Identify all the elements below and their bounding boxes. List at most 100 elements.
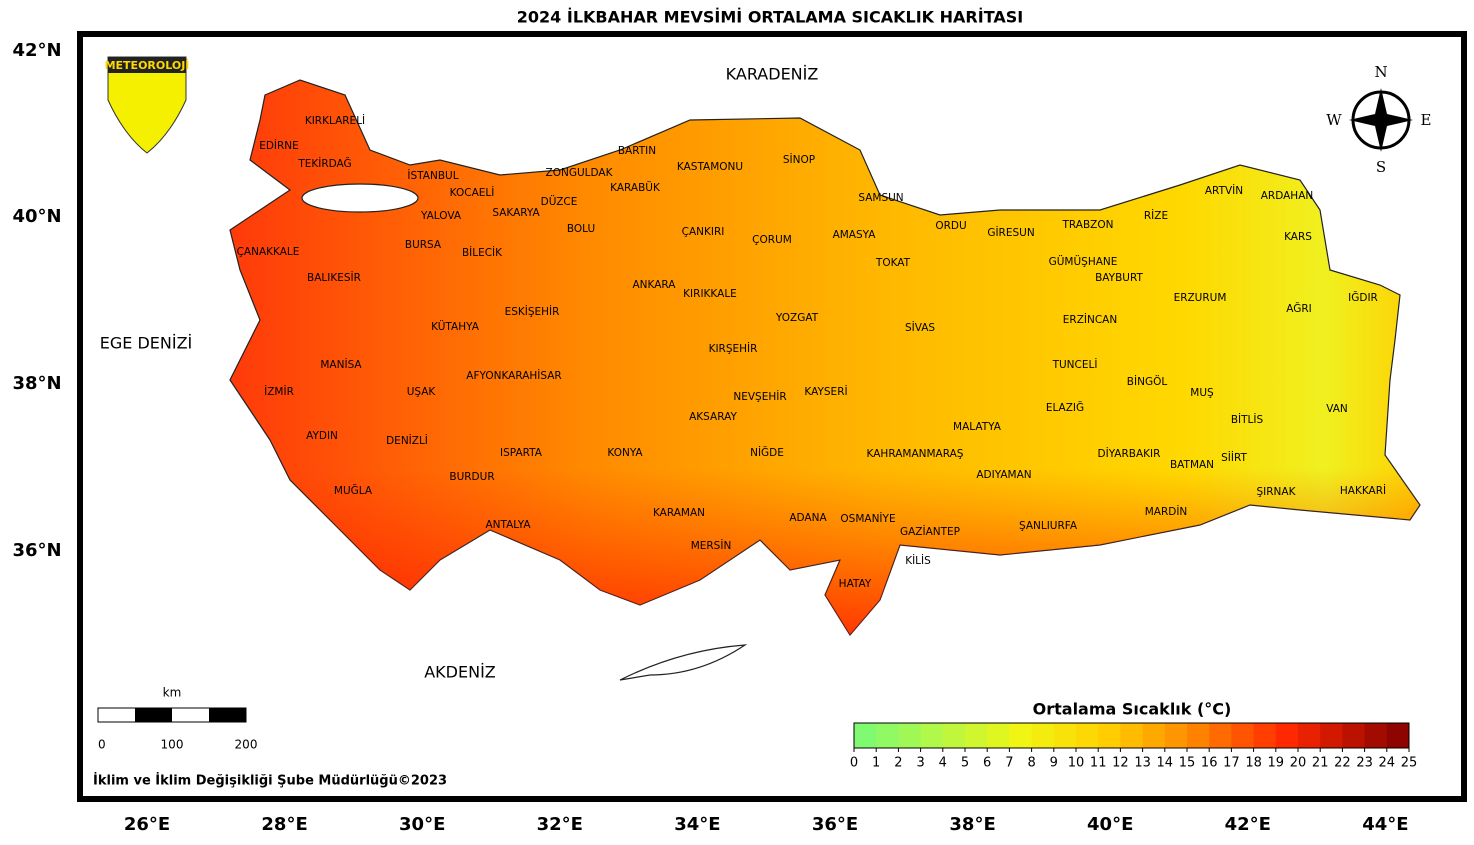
colorbar-tick-label: 6 xyxy=(983,756,991,771)
credit: İklim ve İklim Değişikliği Şube Müdürlüğ… xyxy=(93,773,447,789)
province-label: İSTANBUL xyxy=(407,169,458,182)
province-label: SİNOP xyxy=(783,153,815,166)
colorbar-cell xyxy=(965,723,988,748)
province-label: TRABZON xyxy=(1062,219,1114,231)
colorbar-tick-label: 3 xyxy=(916,756,924,771)
province-label: SAKARYA xyxy=(492,207,540,219)
province-label: HAKKARİ xyxy=(1340,484,1386,497)
province-label: ADIYAMAN xyxy=(976,469,1031,481)
province-label: TOKAT xyxy=(875,257,911,269)
province-label: KÜTAHYA xyxy=(431,320,480,333)
province-label: SİVAS xyxy=(905,321,935,334)
province-label: NEVŞEHİR xyxy=(733,390,786,403)
province-label: BATMAN xyxy=(1170,459,1214,471)
lon-label: 34°E xyxy=(674,814,720,835)
province-label: ANTALYA xyxy=(485,519,531,531)
colorbar-tick-label: 2 xyxy=(894,756,902,771)
colorbar-tick-label: 14 xyxy=(1157,756,1174,771)
province-label: GÜMÜŞHANE xyxy=(1049,255,1118,268)
province-label: KONYA xyxy=(607,447,643,459)
province-label: EDİRNE xyxy=(259,139,299,152)
province-label: ARTVİN xyxy=(1205,184,1243,197)
province-label: DENİZLİ xyxy=(386,434,428,447)
province-label: KARABÜK xyxy=(610,181,661,194)
province-label: KIRŞEHİR xyxy=(709,342,758,355)
colorbar-tick-label: 15 xyxy=(1179,756,1196,771)
province-label: AMASYA xyxy=(833,229,877,241)
colorbar-tick-label: 20 xyxy=(1290,756,1307,771)
province-label: KİLİS xyxy=(905,554,931,567)
colorbar-cell xyxy=(1142,723,1166,748)
lon-label: 30°E xyxy=(399,814,445,835)
province-label: MALATYA xyxy=(953,421,1002,433)
colorbar-cell xyxy=(1187,723,1210,748)
scale-tick-label: 100 xyxy=(161,738,184,752)
province-label: ÇORUM xyxy=(752,234,792,246)
colorbar-tick-label: 16 xyxy=(1201,756,1218,771)
province-label: TEKİRDAĞ xyxy=(297,157,351,170)
compass xyxy=(1349,88,1413,152)
province-label: BARTIN xyxy=(618,145,656,157)
province-label: YALOVA xyxy=(420,210,462,222)
colorbar-cell xyxy=(1298,723,1321,748)
lon-label: 42°E xyxy=(1225,814,1271,835)
colorbar-tick-label: 0 xyxy=(850,756,858,771)
colorbar-cell xyxy=(1386,723,1410,748)
lon-label: 36°E xyxy=(812,814,858,835)
lon-label: 32°E xyxy=(537,814,583,835)
lon-label: 44°E xyxy=(1362,814,1408,835)
province-label: ŞIRNAK xyxy=(1257,486,1297,498)
colorbar-cell xyxy=(1231,723,1255,748)
colorbar-cell xyxy=(1364,723,1388,748)
province-label: ORDU xyxy=(935,220,966,232)
scale-bar: km xyxy=(97,686,247,723)
colorbar-tick-label: 7 xyxy=(1005,756,1013,771)
province-label: ERZİNCAN xyxy=(1063,313,1117,326)
province-label: YOZGAT xyxy=(775,312,819,324)
colorbar-cell xyxy=(1031,723,1055,748)
colorbar-tick-label: 13 xyxy=(1134,756,1151,771)
colorbar-tick-label: 18 xyxy=(1245,756,1262,771)
lat-label: 40°N xyxy=(12,206,61,227)
province-label: MANİSA xyxy=(320,358,362,371)
province-label: KASTAMONU xyxy=(677,161,743,173)
logo-text: METEOROLOJİ xyxy=(105,58,190,72)
compass-letter: N xyxy=(1374,63,1387,81)
colorbar-cell xyxy=(854,723,877,748)
province-label: AYDIN xyxy=(306,430,338,442)
province-label: BİTLİS xyxy=(1231,413,1264,426)
province-label: MARDİN xyxy=(1145,505,1188,518)
province-label: ŞANLIURFA xyxy=(1019,520,1078,532)
colorbar-frame xyxy=(853,722,1410,749)
colorbar-tick-label: 10 xyxy=(1068,756,1085,771)
lat-label: 38°N xyxy=(12,373,61,394)
colorbar-cell xyxy=(1275,723,1299,748)
province-label: BAYBURT xyxy=(1095,272,1143,284)
title: 2024 İLKBAHAR MEVSİMİ ORTALAMA SICAKLIK … xyxy=(517,8,1023,27)
colorbar-cell xyxy=(1098,723,1121,748)
province-label: SİİRT xyxy=(1221,451,1247,464)
province-label: KOCAELİ xyxy=(450,186,495,199)
colorbar-tick-label: 24 xyxy=(1379,756,1396,771)
province-label: TUNCELİ xyxy=(1052,358,1098,371)
colorbar-tick-label: 23 xyxy=(1356,756,1373,771)
province-label: UŞAK xyxy=(407,386,437,398)
province-label: AFYONKARAHİSAR xyxy=(466,369,561,382)
colorbar-tick-label: 17 xyxy=(1223,756,1240,771)
province-label: RİZE xyxy=(1144,209,1168,222)
province-label: BALIKESİR xyxy=(307,271,361,284)
lon-label: 28°E xyxy=(261,814,307,835)
province-label: KARAMAN xyxy=(653,507,705,519)
province-label: ANKARA xyxy=(633,279,677,291)
colorbar-cell xyxy=(1053,723,1077,748)
lat-label: 42°N xyxy=(12,40,61,61)
scale-tick-label: 200 xyxy=(235,738,258,752)
province-label: HATAY xyxy=(839,578,872,590)
lon-label: 38°E xyxy=(949,814,995,835)
province-label: ZONGULDAK xyxy=(546,167,614,179)
colorbar-cell xyxy=(987,723,1010,748)
colorbar-cell xyxy=(1320,723,1343,748)
colorbar-tick-label: 19 xyxy=(1268,756,1285,771)
colorbar-tick-label: 9 xyxy=(1050,756,1058,771)
